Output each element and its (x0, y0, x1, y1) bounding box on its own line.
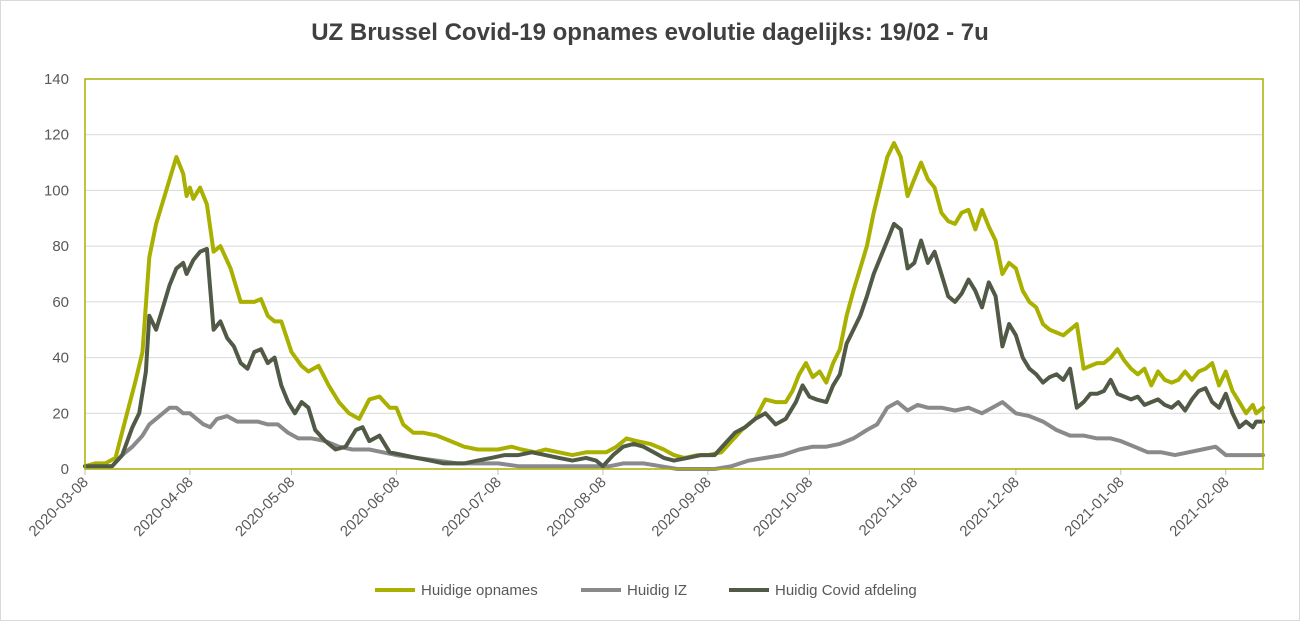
x-tick-label: 2020-07-08 (439, 474, 505, 540)
x-tick-label: 2020-11-08 (856, 474, 921, 539)
x-axis-ticks: 2020-03-08 2020-04-08 2020-05-08 2020-06-08… (26, 469, 1233, 540)
legend-label: Huidige opnames (421, 582, 538, 599)
y-tick-label: 100 (44, 182, 69, 199)
y-axis-ticks: 0 20 40 60 80 100 120 140 (44, 71, 69, 478)
x-tick-label: 2020-10-08 (750, 474, 816, 540)
y-tick-label: 140 (44, 71, 69, 88)
y-tick-label: 0 (61, 461, 69, 478)
series-line-2 (83, 221, 1265, 469)
legend: Huidige opnames Huidig IZ Huidig Covid afd… (375, 582, 917, 599)
legend-label: Huidig IZ (627, 582, 687, 599)
series-line-0 (83, 141, 1265, 469)
x-tick-label: 2020-03-08 (26, 474, 92, 540)
x-tick-label: 2021-01-08 (1061, 474, 1127, 540)
chart-title: UZ Brussel Covid-19 opnames evolutie dag… (311, 19, 989, 46)
y-tick-label: 120 (44, 127, 69, 144)
plot-area-border (84, 78, 1264, 470)
x-tick-label: 2020-08-08 (543, 474, 609, 540)
y-tick-label: 20 (52, 405, 69, 422)
y-tick-label: 80 (52, 238, 69, 255)
x-tick-label: 2021-02-08 (1166, 474, 1232, 540)
x-tick-label: 2020-09-08 (648, 474, 714, 540)
x-tick-label: 2020-04-08 (130, 474, 196, 540)
series-line-1 (83, 400, 1265, 471)
y-tick-label: 60 (52, 294, 69, 311)
x-tick-label: 2020-12-08 (956, 474, 1022, 540)
x-tick-label: 2020-06-08 (337, 474, 403, 540)
y-tick-label: 40 (52, 350, 69, 367)
legend-label: Huidig Covid afdeling (775, 582, 917, 599)
x-tick-label: 2020-05-08 (232, 474, 298, 540)
series-lines (83, 141, 1265, 471)
gridlines (85, 78, 1263, 414)
